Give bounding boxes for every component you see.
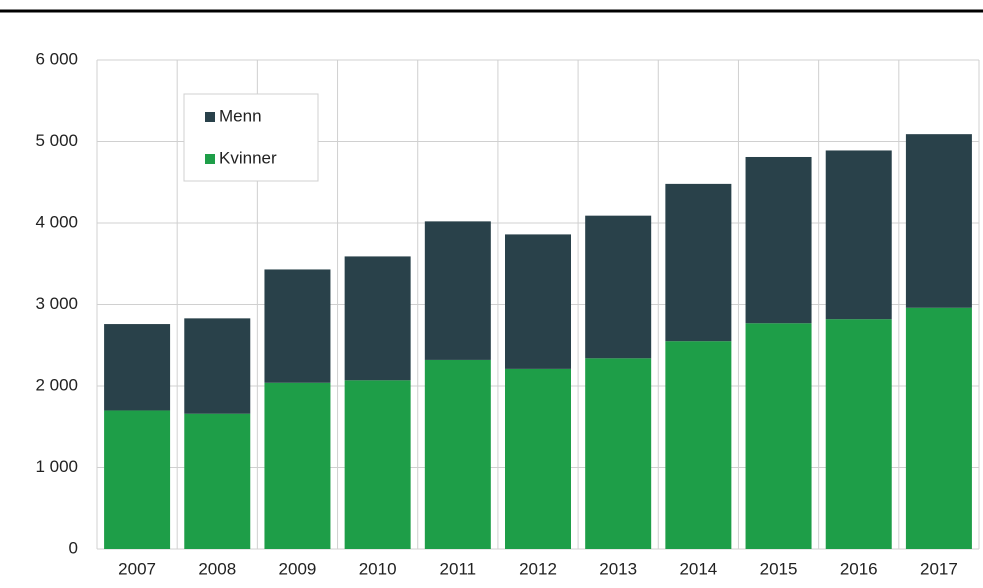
y-tick-label: 2 000	[35, 375, 78, 394]
y-tick-label: 4 000	[35, 212, 78, 231]
bar-segment	[104, 324, 171, 411]
x-tick-label: 2010	[359, 559, 397, 578]
bar-segment	[585, 358, 652, 549]
bar-segment	[745, 156, 812, 324]
x-tick-label: 2015	[760, 559, 798, 578]
bar-segment	[905, 307, 972, 549]
x-tick-label: 2008	[198, 559, 236, 578]
bar-segment	[184, 318, 251, 414]
bar-segment	[264, 382, 331, 549]
y-tick-label: 5 000	[35, 131, 78, 150]
bar-segment	[505, 234, 571, 369]
y-tick-label: 1 000	[35, 457, 78, 476]
y-tick-label: 6 000	[35, 49, 78, 68]
legend-swatch	[205, 154, 215, 164]
x-tick-label: 2016	[840, 559, 878, 578]
x-tick-label: 2017	[920, 559, 958, 578]
bar-segment	[585, 215, 652, 359]
bar-segment	[424, 359, 491, 549]
bar-segment	[745, 323, 812, 549]
bar-segment	[905, 134, 972, 308]
legend-box	[183, 93, 319, 182]
bar-segment	[665, 183, 732, 342]
bar-segment	[505, 368, 571, 549]
x-tick-label: 2009	[279, 559, 317, 578]
x-tick-label: 2013	[599, 559, 637, 578]
legend-label: Kvinner	[219, 148, 277, 167]
bar-segment	[825, 319, 892, 549]
bar-segment	[344, 256, 411, 381]
bar-segment	[665, 341, 732, 549]
bar-segment	[104, 410, 171, 549]
legend-label: Menn	[219, 106, 262, 125]
bar-segment	[184, 413, 251, 549]
y-tick-label: 3 000	[35, 294, 78, 313]
x-tick-label: 2012	[519, 559, 557, 578]
x-tick-label: 2014	[679, 559, 717, 578]
x-tick-label: 2007	[118, 559, 156, 578]
legend-swatch	[205, 112, 215, 122]
x-tick-label: 2011	[440, 559, 477, 578]
bar-segment	[344, 380, 411, 549]
bar-segment	[264, 269, 331, 383]
y-tick-label: 0	[69, 538, 78, 557]
bar-segment	[825, 150, 892, 320]
bar-segment	[424, 221, 491, 360]
